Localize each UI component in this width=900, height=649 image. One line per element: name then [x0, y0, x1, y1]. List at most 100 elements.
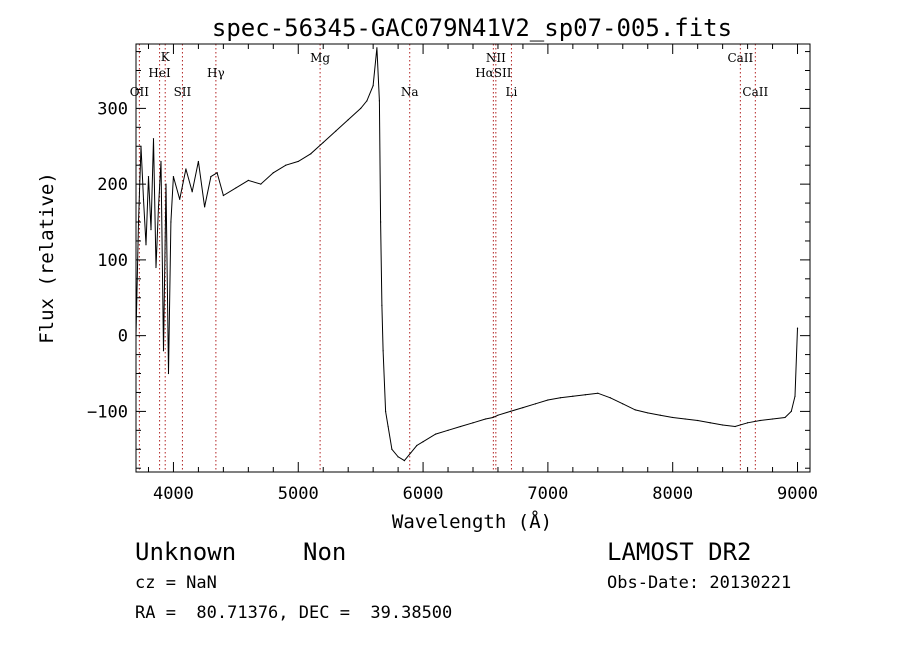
data-point	[210, 175, 212, 178]
spectrum-line-0	[135, 47, 798, 462]
data-point	[297, 160, 299, 163]
survey-name: LAMOST DR2	[607, 538, 752, 566]
data-point	[335, 130, 337, 132]
data-point	[162, 350, 165, 352]
x-tick-label: 6000	[403, 484, 444, 504]
data-point	[378, 100, 380, 102]
y-tick-label: −100	[87, 402, 128, 422]
data-point	[179, 198, 181, 200]
line-label: SII	[174, 85, 192, 99]
data-point	[387, 425, 389, 428]
data-point	[697, 419, 699, 422]
line-label: HeI	[148, 66, 171, 80]
data-point	[145, 244, 147, 246]
coordinates: RA = 80.71376, DEC = 39.38500	[135, 603, 453, 623]
data-point	[416, 444, 418, 447]
data-point	[381, 304, 383, 306]
line-label: CaII	[727, 51, 753, 65]
data-point	[447, 429, 449, 431]
data-point	[584, 394, 586, 396]
data-point	[366, 100, 368, 102]
data-point	[722, 424, 724, 426]
data-point	[459, 425, 462, 428]
data-point	[794, 395, 796, 397]
data-point	[472, 422, 474, 424]
object-class: Unknown	[135, 538, 237, 566]
data-point	[492, 416, 494, 419]
data-point	[191, 191, 193, 193]
data-point	[204, 206, 206, 208]
data-point	[372, 85, 374, 87]
data-point	[347, 119, 349, 121]
y-tick-label: 100	[97, 251, 128, 271]
data-point	[559, 397, 561, 399]
data-point	[322, 141, 324, 144]
data-point	[157, 206, 160, 208]
object-subclass: Non	[303, 538, 347, 566]
line-label: NII	[486, 51, 506, 65]
data-point	[216, 172, 218, 174]
data-point	[796, 327, 799, 329]
data-point	[622, 403, 624, 405]
x-tick-label: 8000	[652, 484, 693, 504]
line-label: Li	[506, 85, 518, 99]
data-point	[197, 160, 200, 163]
data-point	[534, 403, 537, 405]
data-point	[272, 172, 274, 174]
data-point	[382, 350, 384, 352]
data-point	[572, 395, 574, 397]
x-tick-label: 7000	[527, 484, 568, 504]
line-label: K	[161, 50, 171, 64]
data-point	[746, 422, 749, 424]
data-point	[247, 179, 249, 181]
data-point	[285, 164, 287, 166]
data-point	[734, 425, 736, 428]
x-tick-label: 4000	[153, 484, 194, 504]
data-point	[547, 399, 549, 401]
line-markers	[138, 44, 756, 472]
data-point	[385, 410, 387, 412]
data-point	[172, 175, 175, 178]
data-point	[403, 460, 405, 462]
data-point	[260, 183, 262, 185]
data-point	[409, 452, 412, 454]
data-point	[484, 418, 487, 420]
data-point	[380, 221, 382, 223]
line-label: Na	[401, 85, 419, 99]
series-layer	[135, 47, 799, 462]
line-label: OII	[130, 85, 150, 99]
data-point	[647, 412, 649, 414]
data-point	[170, 221, 172, 223]
data-point	[152, 138, 155, 140]
y-tick-label: 0	[118, 327, 128, 347]
data-point	[634, 409, 636, 411]
chart-title: spec-56345-GAC079N41V2_sp07-005.fits	[212, 14, 732, 42]
data-point	[150, 228, 152, 231]
data-point	[784, 416, 786, 419]
data-point	[771, 418, 774, 420]
data-point	[167, 372, 170, 375]
data-point	[160, 160, 162, 163]
x-axis: 4000 5000 6000 7000 8000 9000	[147, 44, 818, 504]
data-point	[147, 175, 150, 178]
data-point	[422, 441, 424, 443]
data-point	[310, 153, 312, 155]
data-point	[142, 198, 145, 200]
line-label: Hγ	[207, 66, 225, 80]
data-point	[672, 416, 674, 419]
data-point	[397, 456, 399, 458]
data-point	[497, 414, 499, 416]
data-point	[759, 419, 761, 422]
data-point	[509, 410, 512, 412]
redshift-value: cz = NaN	[135, 573, 217, 593]
y-tick-label: 200	[97, 175, 128, 195]
x-tick-label: 5000	[278, 484, 319, 504]
y-tick-label: 300	[97, 99, 128, 119]
line-label: HαSII	[475, 66, 512, 80]
data-point	[522, 407, 524, 409]
data-point	[659, 414, 661, 416]
data-point	[235, 187, 237, 189]
data-point	[790, 410, 792, 412]
